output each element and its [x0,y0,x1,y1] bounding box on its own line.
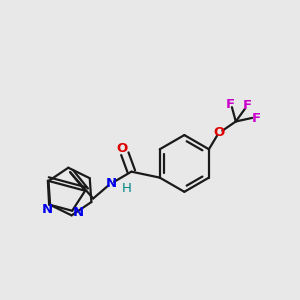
Text: N: N [42,203,53,217]
Text: H: H [122,182,132,196]
Text: N: N [73,206,84,219]
Text: N: N [106,177,117,190]
Text: F: F [251,112,261,125]
Text: O: O [214,126,225,139]
Text: F: F [226,98,235,111]
Text: F: F [243,99,252,112]
Text: O: O [117,142,128,155]
